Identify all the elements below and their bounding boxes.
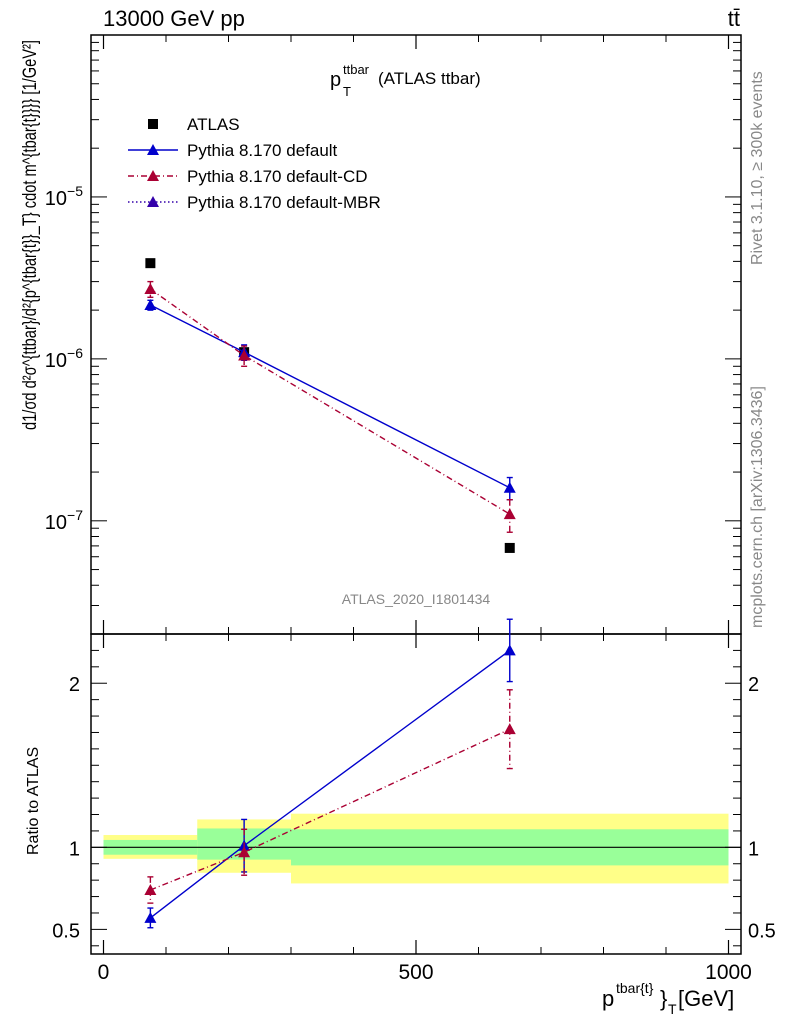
svg-text:[GeV]: [GeV]: [678, 986, 734, 1011]
legend-label-series-1: Pythia 8.170 default-CD: [187, 167, 368, 186]
legend: ATLAS Pythia 8.170 default Pythia 8.170 de…: [128, 115, 381, 212]
plot-title-sup: ttbar: [343, 62, 370, 77]
main-line-series-1: [149, 288, 511, 515]
header-energy-label: 13000 GeV pp: [103, 6, 245, 31]
analysis-id-label: ATLAS_2020_I1801434: [342, 591, 491, 607]
ratio-y-tick-label-right-2: 2: [748, 674, 759, 696]
ratio-y-tick-label-right-0: 0.5: [748, 920, 776, 942]
ratio-y-tick-label-left-1: 1: [69, 838, 80, 860]
ratio-point-series-1-0: [144, 884, 157, 895]
axes: 0 500 1000 10−5 10−6 10−7 0.5 0.5 1 1 2 2: [45, 35, 776, 984]
svg-text:(ATLAS ttbar): (ATLAS ttbar): [378, 69, 481, 88]
x-tick-label-1: 500: [398, 961, 433, 984]
legend-marker-series-1: [147, 170, 159, 181]
svg-text:ttbar: ttbar: [343, 62, 370, 77]
main-point-series-1-0: [144, 283, 157, 295]
legend-label-atlas: ATLAS: [187, 115, 240, 134]
legend-label-series-0: Pythia 8.170 default: [187, 141, 338, 160]
x-axis-label-sup: tbar{t}: [616, 980, 654, 996]
ratio-y-tick-label-right-1: 1: [748, 838, 759, 860]
x-axis-label-rest: }: [660, 986, 667, 1011]
ratio-plot-frame: [90, 633, 742, 955]
main-point-series-0-0: [144, 299, 157, 311]
y-axis-label-main: d1/σd d²σ^{ttbar}/d²{p^{tbar{t}}_T} cdot…: [20, 40, 41, 430]
mcplots-label: mcplots.cern.ch [arXiv:1306.3436]: [749, 386, 766, 628]
svg-text:T: T: [668, 1001, 677, 1017]
x-axis-label: p tbar{t} } T [GeV]: [602, 980, 734, 1017]
ratio-point-series-0-2: [503, 644, 516, 656]
x-axis-label-sub: T: [668, 1001, 677, 1017]
plot-title: p ttbar T (ATLAS ttbar): [330, 62, 481, 99]
plot-title-suffix: (ATLAS ttbar): [378, 69, 481, 88]
ratio-y-tick-label-left-0: 0.5: [52, 920, 80, 942]
main-y-tick-label-0: 10−5: [45, 183, 83, 210]
legend-marker-atlas: [148, 119, 158, 129]
legend-marker-series-0: [147, 144, 159, 155]
x-axis-label-unit: [GeV]: [678, 986, 734, 1011]
svg-text:p: p: [602, 986, 614, 1011]
atlas-data-point-2: [504, 542, 515, 553]
legend-label-series-2: Pythia 8.170 default-MBR: [187, 193, 381, 212]
main-point-series-1-1: [238, 349, 251, 361]
svg-text:p: p: [330, 69, 341, 91]
svg-text:T: T: [343, 84, 351, 99]
legend-marker-series-2: [147, 196, 159, 207]
svg-text:tbar{t}: tbar{t}: [616, 980, 654, 996]
main-line-series-0: [150, 304, 511, 489]
main-point-series-1-2: [503, 508, 516, 520]
main-y-tick-label-2: 10−7: [45, 507, 83, 534]
atlas-data-point-0: [145, 258, 156, 269]
svg-text:}: }: [660, 986, 667, 1011]
rivet-version-label: Rivet 3.1.10, ≥ 300k events: [749, 71, 766, 265]
x-axis-label-main: p: [602, 986, 614, 1011]
ratio-point-series-1-1: [238, 846, 251, 858]
ratio-y-tick-label-left-2: 2: [69, 674, 80, 696]
x-tick-label-0: 0: [98, 961, 110, 984]
ratio-point-series-0-0: [144, 911, 157, 923]
y-axis-label-ratio: Ratio to ATLAS: [25, 747, 42, 855]
series-layer: [144, 258, 516, 929]
x-tick-label-2: 1000: [705, 961, 752, 984]
uncertainty-bands: [91, 813, 741, 884]
plot-title-sub: T: [343, 84, 351, 99]
main-y-tick-label-1: 10−6: [45, 345, 83, 372]
main-point-series-0-2: [503, 481, 516, 493]
ratio-point-series-1-2: [503, 723, 516, 735]
plot-title-main: p: [330, 69, 341, 91]
header-process-label: tt̄: [728, 6, 740, 31]
